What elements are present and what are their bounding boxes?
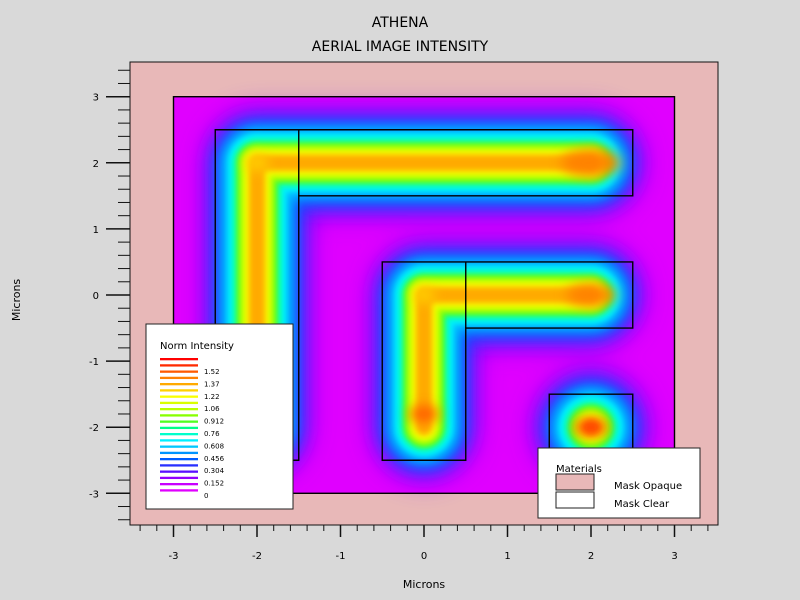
colorbar-label: 1.37 — [204, 380, 220, 388]
middle-right-peak — [566, 283, 616, 307]
materials-legend-title: Materials — [556, 464, 602, 475]
y-tick-label: 2 — [93, 159, 99, 170]
middle-bottom-peak — [409, 405, 439, 422]
y-tick-label: 1 — [93, 225, 99, 236]
colorbar-swatch — [160, 489, 198, 492]
top-l-shape-outline — [214, 129, 634, 461]
colorbar-label: 0.912 — [204, 418, 224, 426]
clear-field-outline — [172, 95, 676, 495]
y-tick-label: -3 — [89, 489, 99, 500]
colorbar-swatch — [160, 370, 198, 373]
x-tick-label: 3 — [671, 551, 677, 562]
colorbar-label: 0.304 — [204, 467, 225, 475]
colorbar-label: 0.456 — [204, 455, 225, 463]
colorbar-swatch — [160, 414, 198, 417]
y-tick-label: 0 — [93, 291, 99, 302]
colorbar-label: 1.22 — [204, 393, 220, 401]
x-tick-label: -1 — [336, 551, 346, 562]
colorbar-label: 0 — [204, 492, 208, 500]
colorbar-swatch — [160, 451, 198, 455]
x-tick-label: -2 — [252, 551, 262, 562]
colorbar-swatch — [160, 483, 198, 486]
colorbar-swatch — [160, 470, 198, 473]
colorbar-swatch — [160, 464, 198, 467]
x-tick-label: 0 — [421, 551, 427, 562]
colorbar-label: 1.52 — [204, 368, 220, 376]
y-tick-label: -1 — [89, 357, 99, 368]
y-tick-label: 3 — [93, 93, 99, 104]
x-tick-label: 2 — [588, 551, 594, 562]
colorbar-swatch — [160, 420, 198, 423]
colorbar-swatch — [160, 364, 198, 367]
x-tick-label: -3 — [169, 551, 179, 562]
colorbar-swatch — [160, 358, 198, 361]
top-right-peak — [561, 149, 621, 177]
y-axis-label: Microns — [10, 279, 23, 322]
colorbar-label: 0.608 — [204, 442, 224, 450]
y-tick-label: -2 — [89, 423, 99, 434]
colorbar-swatch — [160, 376, 198, 380]
intensity-legend-title: Norm Intensity — [160, 341, 234, 352]
colorbar-swatch — [160, 401, 198, 405]
colorbar-swatch — [160, 389, 198, 392]
middle-corner-peak — [413, 287, 435, 303]
mask-opaque-swatch — [555, 473, 595, 491]
top-left-corner-peak — [245, 154, 269, 171]
window-title: ATHENA — [372, 15, 429, 31]
colorbar-swatch — [160, 408, 198, 411]
colorbar-swatch — [160, 433, 198, 436]
middle-l-shape-outline — [381, 261, 634, 461]
colorbar-label: 0.76 — [204, 430, 220, 438]
colorbar-swatch — [160, 458, 198, 461]
colorbar — [160, 358, 198, 492]
small-square-peak — [575, 419, 607, 436]
colorbar-swatch — [160, 476, 198, 480]
intensity-legend: Norm Intensity 1.52 1.37 1.22 1.06 0.912 0.76… — [145, 323, 294, 510]
materials-legend: Materials Mask Opaque Mask Clear — [537, 447, 701, 519]
chart-subtitle: AERIAL IMAGE INTENSITY — [312, 39, 489, 55]
colorbar-labels: 1.52 1.37 1.22 1.06 0.912 0.76 0.608 0.456 0.304… — [204, 368, 225, 500]
mask-clear-swatch — [555, 491, 595, 509]
x-tick-label: 1 — [504, 551, 510, 562]
colorbar-label: 0.152 — [204, 480, 224, 488]
axes: -3 -2 -1 0 1 2 3 -3 -2 -1 0 1 2 3 — [89, 69, 709, 562]
mask-outlines — [172, 95, 676, 495]
colorbar-swatch — [160, 426, 198, 430]
colorbar-swatch — [160, 383, 198, 386]
mask-clear-label: Mask Clear — [614, 499, 670, 510]
colorbar-swatch — [160, 445, 198, 448]
colorbar-swatch — [160, 395, 198, 398]
x-axis-label: Microns — [403, 578, 446, 591]
colorbar-swatch — [160, 439, 198, 442]
mask-opaque-label: Mask Opaque — [614, 481, 682, 492]
peak-intensity-spots — [245, 149, 621, 436]
colorbar-label: 1.06 — [204, 405, 220, 413]
